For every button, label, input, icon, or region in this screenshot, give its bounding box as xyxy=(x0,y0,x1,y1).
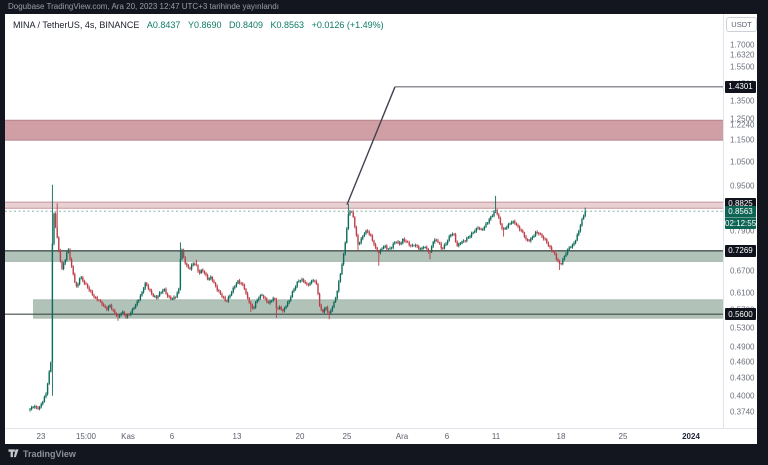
currency-label: USDT xyxy=(731,20,752,29)
price-tick-label: 1.3500 xyxy=(730,96,755,106)
price-tick-label: 0.3740 xyxy=(730,407,755,417)
time-tick-label: 2024 xyxy=(682,432,700,441)
time-tick-label: 25 xyxy=(618,432,628,441)
price-tick-label: 1.0500 xyxy=(730,157,755,167)
tradingview-logo-icon xyxy=(8,449,19,458)
time-axis[interactable]: 23 15:00 Kas 6 13 20 25 Ara 6 11 18 25 2024 xyxy=(5,428,757,444)
ohlc-open: A0.8437 xyxy=(146,20,181,30)
price-tick-label: 0.9500 xyxy=(730,181,755,191)
time-tick-label: 11 xyxy=(491,432,501,441)
price-level-tag: 0.5600 xyxy=(725,308,756,321)
currency-toggle-button[interactable]: USDT xyxy=(726,17,757,32)
price-tick-label: 1.2500 xyxy=(730,114,755,124)
price-tick-label: 0.6100 xyxy=(730,288,755,298)
time-tick-label: 6 xyxy=(444,432,450,441)
footer-bar: TradingView xyxy=(0,444,768,465)
price-tick-label: 1.2240 xyxy=(730,120,755,129)
price-level-tag: 1.4301 xyxy=(725,80,756,93)
time-tick-label: 15:00 xyxy=(75,432,97,441)
price-tick-label: 0.4300 xyxy=(730,373,755,383)
tradingview-logo-text: TradingView xyxy=(23,448,76,459)
ohlc-close: K0.8563 xyxy=(270,20,305,30)
time-tick-label: 20 xyxy=(295,432,305,441)
ohlc-high: Y0.8690 xyxy=(187,20,222,30)
price-tick-label: 0.6700 xyxy=(730,266,755,276)
publish-info-bar: Dogubase TradingView.com, Ara 20, 2023 1… xyxy=(0,0,768,14)
time-tick-label: 23 xyxy=(36,432,46,441)
time-tick-label: Kas xyxy=(121,432,135,441)
price-tick-label: 0.4600 xyxy=(730,357,755,367)
ohlc-low: D0.8409 xyxy=(228,20,264,30)
price-tick-label: 1.7000 xyxy=(730,40,755,50)
time-tick-label: 6 xyxy=(169,432,175,441)
price-tick-label: 1.6320 xyxy=(730,50,755,60)
time-tick-label: 25 xyxy=(342,432,352,441)
current-price-tag: 0.8563 02:12:55 xyxy=(725,205,757,229)
price-tick-label: 0.4000 xyxy=(730,391,755,401)
price-level-tag: 0.7269 xyxy=(725,244,756,257)
tradingview-logo-link[interactable]: TradingView xyxy=(8,448,76,459)
time-tick-label: 13 xyxy=(232,432,242,441)
symbol-header: MINA / TetherUS, 4s, BINANCE A0.8437 Y0.… xyxy=(13,20,384,30)
price-tick-label: 1.5500 xyxy=(730,62,755,72)
price-change: +0.0126 (+1.49%) xyxy=(311,20,384,30)
price-tick-label: 1.1500 xyxy=(730,135,755,145)
price-axis[interactable]: 1.70001.63201.55001.45001.35001.25001.22… xyxy=(723,14,757,428)
publish-info-text: Dogubase TradingView.com, Ara 20, 2023 1… xyxy=(8,2,279,11)
time-tick-label: 18 xyxy=(556,432,566,441)
price-tick-label: 0.5300 xyxy=(730,323,755,332)
current-price-value: 0.8563 xyxy=(728,206,753,216)
price-tick-label: 0.4900 xyxy=(730,342,755,351)
symbol-title: MINA / TetherUS, 4s, BINANCE xyxy=(13,20,140,30)
time-tick-label: Ara xyxy=(395,432,409,441)
candle-countdown: 02:12:55 xyxy=(725,216,757,228)
price-tick-label: 0.7900 xyxy=(730,226,755,236)
chart-card xyxy=(5,14,757,444)
